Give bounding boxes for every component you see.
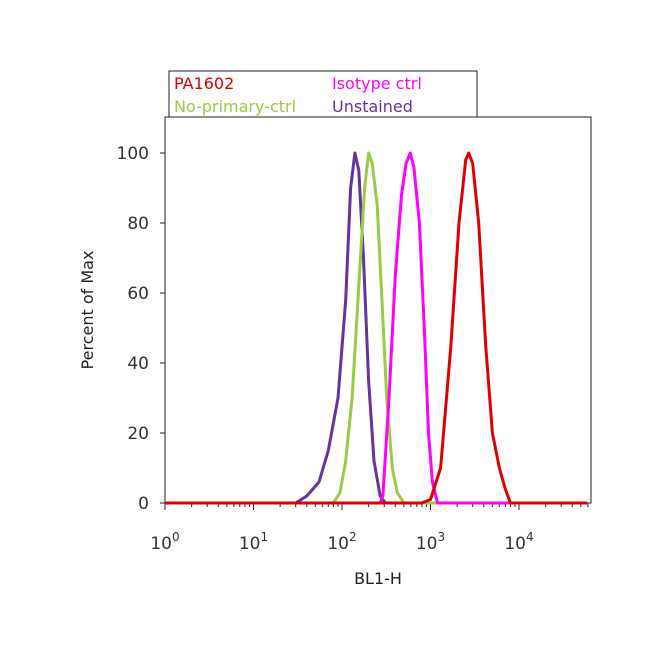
y-tick-label-80: 80 [127,214,149,234]
series-line-no-primary-ctrl [165,151,587,505]
legend-box [168,70,478,118]
y-axis: 0 20 40 60 80 100 [117,144,165,514]
x-tick-label-2: 102 [327,530,356,554]
x-axis-label: BL1-H [354,569,402,588]
x-tick-base: 10 [504,534,526,554]
x-tick-base: 10 [150,534,172,554]
x-tick-base: 10 [239,534,261,554]
x-tick-label-0: 100 [150,530,179,554]
y-tick-label-40: 40 [127,354,149,374]
series-line-unstained [165,151,587,505]
y-tick-label-60: 60 [127,284,149,304]
plot-frame [164,116,592,504]
y-tick-label-0: 0 [138,494,149,514]
x-tick-label-1: 101 [239,530,268,554]
x-tick-label-3: 103 [416,530,445,554]
x-tick-exp: 2 [349,530,357,544]
x-axis: 100 101 102 103 104 [150,503,589,554]
legend-entry-isotype-ctrl: Isotype ctrl [332,74,422,93]
legend-entry-unstained: Unstained [332,97,413,116]
y-tick-label-100: 100 [117,144,149,164]
legend: PA1602 Isotype ctrl No-primary-ctrl Unstain… [174,74,422,116]
x-tick-exp: 4 [526,530,534,544]
x-tick-base: 10 [327,534,349,554]
x-tick-exp: 0 [172,530,180,544]
x-tick-label-4: 104 [504,530,533,554]
y-tick-label-20: 20 [127,424,149,444]
legend-entry-pa1602: PA1602 [174,74,234,93]
series-line-isotype-ctrl [165,151,587,505]
legend-entry-no-primary-ctrl: No-primary-ctrl [174,97,296,116]
series-group [165,151,587,505]
x-tick-base: 10 [416,534,438,554]
x-tick-exp: 3 [438,530,446,544]
y-axis-label: Percent of Max [78,251,97,370]
series-line-pa1602 [165,151,587,505]
x-tick-exp: 1 [261,530,269,544]
